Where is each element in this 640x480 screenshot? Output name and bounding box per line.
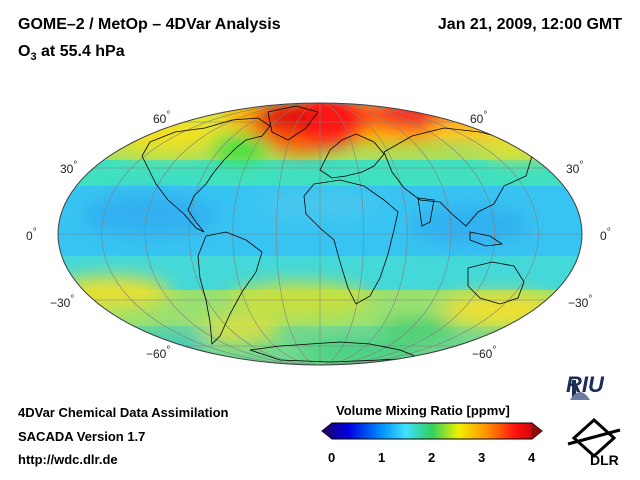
riu-logo-mark [570, 380, 590, 400]
colorbar-min-arrow [322, 423, 332, 439]
colorbar-max-arrow [532, 423, 542, 439]
footer-line-3: http://wdc.dlr.de [18, 452, 118, 467]
graticule [58, 103, 582, 365]
lat-label-s60-left: −60° [146, 345, 171, 361]
lat-label-s30-right: −30° [568, 294, 593, 310]
map-subtitle: O3 at 55.4 hPa [18, 43, 125, 64]
map-datetime: Jan 21, 2009, 12:00 GMT [437, 16, 622, 33]
coastlines [141, 105, 533, 363]
map-border [57, 102, 583, 366]
colorbar-tick-4: 4 [528, 450, 536, 465]
lat-label-eq-left: 0° [26, 227, 37, 243]
dlr-logo-text: DLR [590, 452, 619, 468]
colorbar-title: Volume Mixing Ratio [ppmv] [336, 403, 510, 418]
colorbar-tick-0: 0 [328, 450, 336, 465]
footer-line-1: 4DVar Chemical Data Assimilation [18, 405, 229, 420]
colorbar-tick-2: 2 [428, 450, 436, 465]
riu-logo-text: RIU [566, 372, 604, 397]
map-title: GOME–2 / MetOp – 4DVar Analysis [18, 16, 281, 33]
lat-label-n30-right: 30° [566, 160, 584, 176]
footer-line-2: SACADA Version 1.7 [18, 429, 146, 444]
lat-label-n30-left: 30° [60, 160, 78, 176]
lat-label-n60-right: 60° [470, 110, 488, 126]
lat-label-s60-right: −60° [472, 345, 497, 361]
dlr-logo [567, 417, 621, 459]
ozone-field [58, 103, 582, 365]
colorbar-tick-1: 1 [378, 450, 386, 465]
colorbar-tick-3: 3 [478, 450, 486, 465]
lat-label-s30-left: −30° [50, 294, 75, 310]
colorbar [321, 422, 543, 440]
lat-label-eq-right: 0° [600, 227, 611, 243]
lat-label-n60-left: 60° [153, 110, 171, 126]
